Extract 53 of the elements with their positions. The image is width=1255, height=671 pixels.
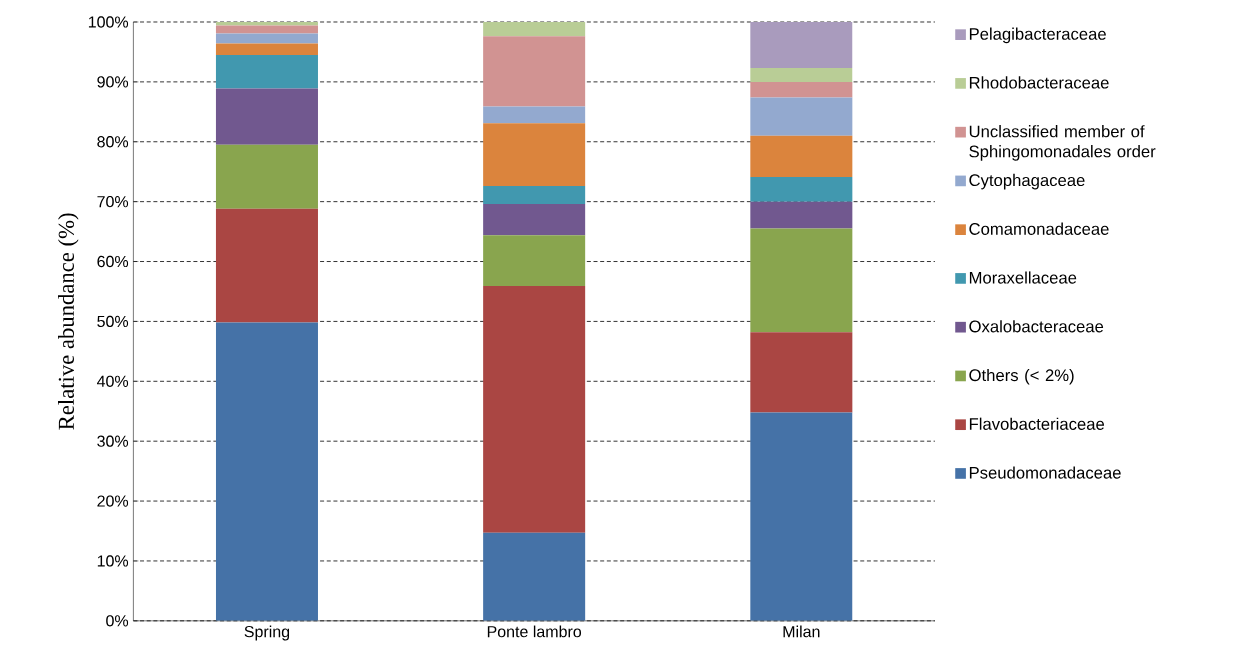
y-tick-label: 70% <box>97 196 129 208</box>
y-tick-label: 100% <box>88 16 129 28</box>
bar <box>215 43 318 56</box>
y-tick-label: 90% <box>97 76 129 88</box>
legend-label: Others (< 2%) <box>969 368 1074 385</box>
bar <box>750 81 853 98</box>
legend-label: Pseudomonadaceae <box>969 466 1121 479</box>
bar <box>750 68 853 82</box>
legend-label: Oxalobacteraceae <box>969 320 1104 333</box>
bar <box>483 36 586 107</box>
bar <box>483 286 586 533</box>
bar <box>483 204 586 236</box>
bar <box>750 332 853 413</box>
y-tick-label: 0% <box>106 615 129 627</box>
bar <box>750 412 853 621</box>
bar <box>215 322 318 621</box>
y-tick-label: 50% <box>97 315 129 328</box>
y-tick-label: 20% <box>97 495 129 507</box>
bar <box>215 25 318 34</box>
bar <box>483 532 586 621</box>
y-tick-label: 60% <box>97 255 129 268</box>
y-tick-label: 30% <box>97 435 129 447</box>
bar <box>750 22 853 69</box>
bar <box>483 235 586 287</box>
bar <box>483 186 586 205</box>
bar <box>750 201 853 229</box>
y-tick-label: 80% <box>97 136 129 148</box>
bar <box>750 97 853 136</box>
bar <box>483 123 586 187</box>
bar <box>215 55 318 89</box>
legend-label: Flavobacteriaceae <box>969 417 1105 430</box>
legend-label: Comamonadaceae <box>969 222 1109 235</box>
y-tick-label: 10% <box>97 555 129 567</box>
bar <box>750 228 853 333</box>
x-tick-label: Ponte lambro <box>487 625 582 638</box>
bar <box>215 88 318 145</box>
x-tick-label: Spring <box>244 625 290 641</box>
bar <box>483 106 586 124</box>
y-axis-title: Relative abundance (%) <box>58 213 79 430</box>
legend-label: Moraxellaceae <box>969 271 1077 284</box>
bar <box>483 22 586 37</box>
bar <box>215 144 318 209</box>
legend-label: Unclassified member of Sphingomonadales order <box>969 125 1156 161</box>
bar <box>750 135 853 178</box>
bar <box>215 33 318 44</box>
bar <box>215 208 318 323</box>
legend-label: Rhodobacteraceae <box>969 76 1109 89</box>
legend-label: Cytophagaceae <box>969 173 1085 190</box>
x-tick-label: Milan <box>783 625 820 638</box>
legend-label: Pelagibacteraceae <box>969 27 1106 44</box>
bar <box>750 177 853 202</box>
bar <box>215 22 318 26</box>
y-tick-label: 40% <box>97 375 129 388</box>
